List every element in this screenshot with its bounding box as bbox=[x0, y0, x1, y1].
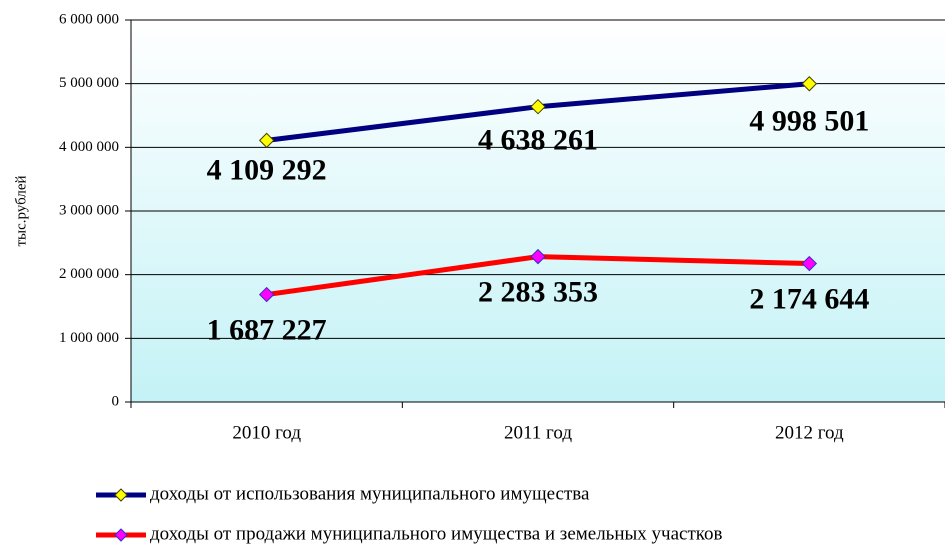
y-tick-label: 4 000 000 bbox=[59, 139, 119, 155]
value-label: 1 687 227 bbox=[207, 313, 327, 346]
value-label: 4 109 292 bbox=[207, 153, 327, 186]
y-tick-label: 0 bbox=[112, 393, 120, 409]
marker bbox=[258, 286, 275, 303]
y-axis-label: тыс.рублей bbox=[13, 175, 29, 246]
marker bbox=[801, 76, 818, 92]
x-tick-label: 2012 год bbox=[775, 422, 844, 443]
value-label: 2 283 353 bbox=[478, 276, 598, 309]
legend-label: доходы от продажи муниципального имущест… bbox=[150, 523, 723, 544]
legend-label: доходы от использования муниципального и… bbox=[150, 483, 590, 504]
x-tick-label: 2011 год bbox=[504, 422, 572, 443]
y-tick-label: 5 000 000 bbox=[59, 75, 119, 91]
y-tick-label: 3 000 000 bbox=[59, 202, 119, 218]
x-tick-label: 2010 год bbox=[232, 422, 301, 443]
y-tick-label: 2 000 000 bbox=[59, 266, 119, 282]
legend-marker bbox=[114, 528, 128, 542]
marker bbox=[801, 255, 818, 272]
y-tick-label: 6 000 000 bbox=[59, 11, 119, 27]
marker bbox=[530, 248, 546, 265]
marker bbox=[258, 132, 275, 149]
value-label: 4 638 261 bbox=[478, 124, 598, 157]
value-label: 2 174 644 bbox=[749, 282, 869, 315]
legend-marker bbox=[114, 488, 128, 502]
value-label: 4 998 501 bbox=[749, 105, 869, 138]
marker bbox=[530, 98, 546, 115]
y-tick-label: 1 000 000 bbox=[59, 330, 119, 346]
